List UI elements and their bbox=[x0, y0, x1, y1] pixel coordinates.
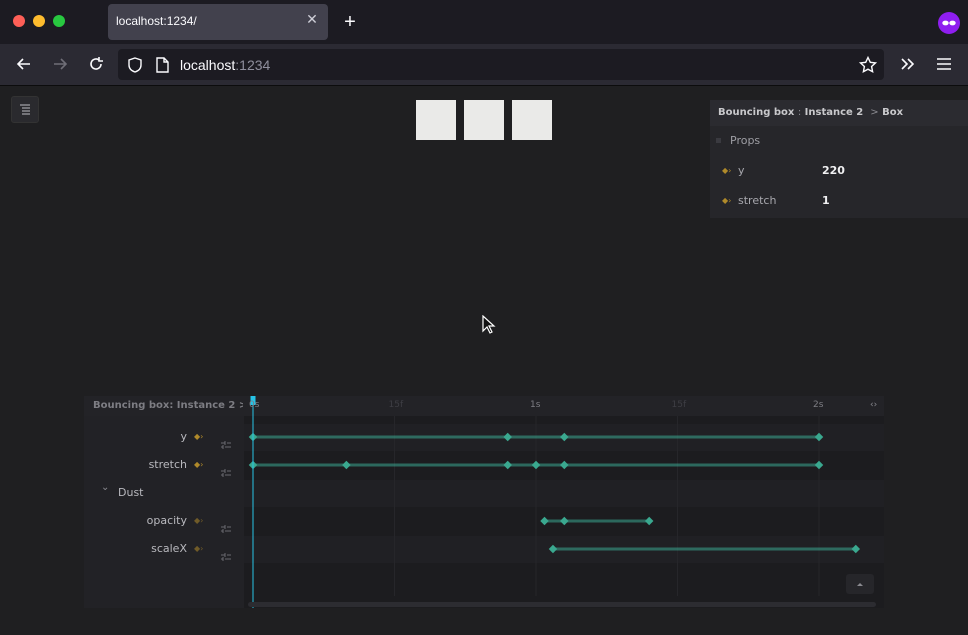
timeline-tick-label: 0s bbox=[249, 400, 260, 410]
minimize-window-button[interactable] bbox=[33, 15, 45, 27]
graph-editor-icon[interactable] bbox=[221, 434, 231, 449]
box-1[interactable] bbox=[416, 100, 456, 140]
shield-icon[interactable] bbox=[125, 55, 145, 75]
keyframe[interactable] bbox=[644, 516, 654, 526]
track-label-scalex[interactable]: scaleX bbox=[151, 542, 187, 555]
prop-value-input[interactable]: 1 bbox=[822, 194, 830, 207]
breadcrumb-separator: : bbox=[797, 107, 802, 118]
keyframe[interactable] bbox=[560, 460, 569, 470]
url-bar[interactable]: localhost:1234 bbox=[118, 49, 884, 80]
prop-row-y: ◆› y 220 bbox=[710, 156, 968, 186]
props-group-label: Props bbox=[730, 134, 761, 147]
timeline-header: Bouncing box: Instance 2 > Sequence ‹› bbox=[84, 396, 884, 416]
keyframe[interactable] bbox=[342, 460, 351, 470]
back-icon[interactable] bbox=[14, 54, 34, 74]
track-label-dust[interactable]: Dust bbox=[118, 486, 144, 499]
forward-icon[interactable] bbox=[50, 54, 70, 74]
browser-tab[interactable]: localhost:1234/ ✕ bbox=[108, 4, 328, 40]
collapse-timeline-button[interactable] bbox=[846, 574, 874, 594]
page-icon bbox=[152, 55, 172, 75]
url-host: localhost bbox=[180, 57, 236, 73]
close-window-button[interactable] bbox=[13, 15, 25, 27]
timeline-tick-label: 15f bbox=[388, 400, 404, 410]
box-2[interactable] bbox=[464, 100, 504, 140]
keyframe-nav-icon[interactable]: ◆› bbox=[722, 166, 732, 175]
breadcrumb-object[interactable]: Box bbox=[882, 107, 904, 118]
prop-value-input[interactable]: 220 bbox=[822, 164, 845, 177]
prop-name: stretch bbox=[738, 194, 777, 207]
timeline-row-labels-pane bbox=[84, 396, 244, 608]
timeline-tick-label: 2s bbox=[813, 400, 824, 410]
outline-toggle-button[interactable] bbox=[11, 96, 39, 123]
bookmark-star-icon[interactable] bbox=[858, 55, 878, 75]
prop-name: y bbox=[738, 164, 745, 177]
keyframe[interactable] bbox=[851, 544, 861, 554]
box-3[interactable] bbox=[512, 100, 552, 140]
group-collapse-chevron-icon[interactable]: ⌄ bbox=[101, 482, 110, 493]
expand-arrows-icon[interactable]: ‹› bbox=[870, 400, 878, 410]
graph-editor-icon[interactable] bbox=[221, 518, 231, 533]
new-tab-button[interactable]: + bbox=[344, 11, 356, 33]
tab-close-icon[interactable]: ✕ bbox=[306, 12, 318, 28]
track-label-y[interactable]: y bbox=[180, 430, 187, 443]
graph-editor-icon[interactable] bbox=[221, 546, 231, 561]
keyframe[interactable] bbox=[503, 460, 512, 470]
track-label-opacity[interactable]: opacity bbox=[146, 514, 187, 527]
props-group-header[interactable]: Props bbox=[710, 126, 968, 156]
timeline-tracks[interactable] bbox=[84, 396, 884, 608]
group-collapse-icon[interactable] bbox=[716, 138, 721, 143]
keyframe[interactable] bbox=[560, 432, 569, 442]
props-breadcrumb: Bouncing box : Instance 2 > Box bbox=[710, 100, 968, 126]
keyframe-nav-icon[interactable]: ◆› bbox=[722, 196, 732, 205]
page-viewport: Bouncing box : Instance 2 > Box Props ◆›… bbox=[0, 86, 968, 635]
playhead-handle[interactable] bbox=[250, 396, 256, 405]
private-browsing-icon bbox=[938, 12, 960, 34]
mouse-cursor-icon bbox=[482, 314, 496, 335]
overflow-chevrons-icon[interactable] bbox=[898, 54, 918, 74]
track-label-stretch[interactable]: stretch bbox=[148, 458, 187, 471]
sequence-breadcrumb: Bouncing box: Instance 2 > Sequence bbox=[93, 400, 243, 411]
keyframe[interactable] bbox=[531, 460, 541, 470]
tab-title: localhost:1234/ bbox=[116, 14, 197, 28]
keyframe-nav-icon[interactable]: ◆› bbox=[194, 516, 204, 525]
prop-row-stretch: ◆› stretch 1 bbox=[710, 186, 968, 216]
reload-icon[interactable] bbox=[86, 54, 106, 74]
keyframe-nav-icon[interactable]: ◆› bbox=[194, 544, 204, 553]
navigation-toolbar: localhost:1234 bbox=[0, 44, 968, 86]
graph-editor-icon[interactable] bbox=[221, 462, 231, 477]
url-port: :1234 bbox=[235, 57, 271, 73]
keyframe[interactable] bbox=[814, 460, 824, 470]
sequence-editor: Bouncing box: Instance 2 > Sequence ‹› ◆… bbox=[84, 396, 884, 608]
keyframe[interactable] bbox=[548, 544, 558, 554]
breadcrumb-separator: > bbox=[870, 107, 879, 118]
keyframe-nav-icon[interactable]: ◆› bbox=[194, 432, 204, 441]
keyframe[interactable] bbox=[560, 516, 569, 526]
keyframe[interactable] bbox=[814, 432, 824, 442]
breadcrumb-instance[interactable]: Instance 2 bbox=[804, 107, 864, 118]
keyframe-nav-icon[interactable]: ◆› bbox=[194, 460, 204, 469]
breadcrumb-project[interactable]: Bouncing box bbox=[718, 107, 795, 118]
url-text: localhost:1234 bbox=[180, 57, 270, 73]
keyframe[interactable] bbox=[503, 432, 512, 442]
timeline-horizontal-scrollbar[interactable] bbox=[248, 602, 876, 607]
properties-panel: Bouncing box : Instance 2 > Box Props ◆›… bbox=[710, 100, 968, 218]
maximize-window-button[interactable] bbox=[53, 15, 65, 27]
menu-hamburger-icon[interactable] bbox=[934, 54, 954, 74]
timeline-tick-label: 15f bbox=[671, 400, 687, 410]
window-titlebar: localhost:1234/ ✕ + bbox=[0, 0, 968, 44]
timeline-tick-label: 1s bbox=[530, 400, 541, 410]
keyframe[interactable] bbox=[540, 516, 549, 526]
